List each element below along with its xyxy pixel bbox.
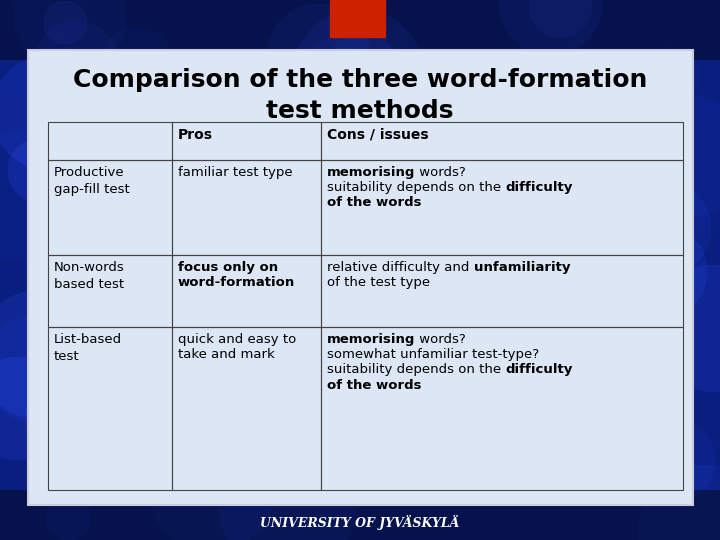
Text: suitability depends on the: suitability depends on the <box>327 181 505 194</box>
Text: Comparison of the three word-formation
test methods: Comparison of the three word-formation t… <box>73 68 647 123</box>
Bar <box>28 50 693 505</box>
Bar <box>321 160 683 255</box>
Text: quick and easy to: quick and easy to <box>178 333 296 346</box>
Text: take and mark: take and mark <box>178 348 274 361</box>
Bar <box>172 327 321 490</box>
Text: Cons / issues: Cons / issues <box>327 128 428 142</box>
Text: Productive
gap-fill test: Productive gap-fill test <box>54 166 130 196</box>
Bar <box>172 160 321 255</box>
Text: memorising: memorising <box>327 333 415 346</box>
Text: familiar test type: familiar test type <box>178 166 292 179</box>
Text: suitability depends on the: suitability depends on the <box>327 363 505 376</box>
Text: of the words: of the words <box>327 379 421 392</box>
Text: words?: words? <box>415 166 466 179</box>
Bar <box>321 122 683 160</box>
Text: unfamiliarity: unfamiliarity <box>474 261 570 274</box>
Bar <box>321 255 683 327</box>
Text: focus only on: focus only on <box>178 261 278 274</box>
Text: words?: words? <box>415 333 466 346</box>
Text: UNIVERSITY OF JYVÄSKYLÄ: UNIVERSITY OF JYVÄSKYLÄ <box>261 515 459 530</box>
Bar <box>48 255 172 327</box>
Bar <box>330 0 385 37</box>
Bar <box>48 327 172 490</box>
Bar <box>172 122 321 160</box>
Text: difficulty: difficulty <box>505 363 573 376</box>
Text: List-based
test: List-based test <box>54 333 122 363</box>
Bar <box>172 255 321 327</box>
Bar <box>321 327 683 490</box>
Text: word-formation: word-formation <box>178 276 295 289</box>
Text: difficulty: difficulty <box>505 181 573 194</box>
Text: of the words: of the words <box>327 197 421 210</box>
Text: of the test type: of the test type <box>327 276 430 289</box>
Bar <box>48 122 172 160</box>
Text: Pros: Pros <box>178 128 213 142</box>
Text: somewhat unfamiliar test-type?: somewhat unfamiliar test-type? <box>327 348 539 361</box>
Bar <box>48 160 172 255</box>
Text: memorising: memorising <box>327 166 415 179</box>
Text: relative difficulty and: relative difficulty and <box>327 261 474 274</box>
Text: Non-words
based test: Non-words based test <box>54 261 125 291</box>
